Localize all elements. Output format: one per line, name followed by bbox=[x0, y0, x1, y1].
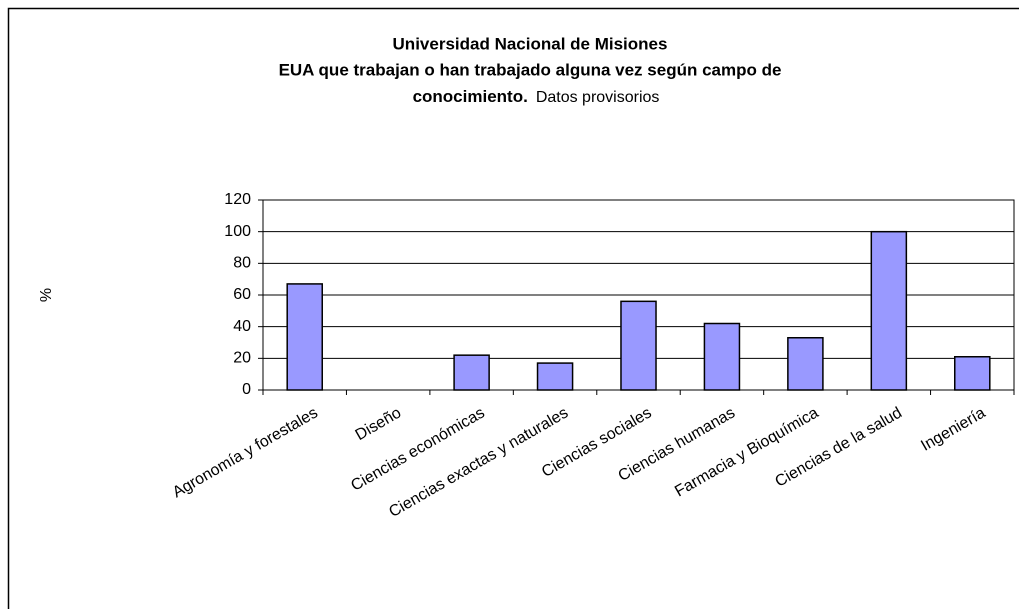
bar bbox=[870, 230, 908, 391]
chart-title-line: conocimiento. Datos provisorios bbox=[413, 87, 660, 106]
bar bbox=[620, 300, 657, 391]
bar bbox=[453, 354, 490, 391]
chart-subtitle: Datos provisorios bbox=[536, 89, 660, 106]
bar bbox=[787, 337, 824, 391]
x-tick-label: Ciencias económicas bbox=[348, 404, 487, 494]
chart-title: EUA que trabajan o han trabajado alguna … bbox=[279, 60, 782, 79]
x-tick-label: Diseño bbox=[353, 404, 405, 444]
x-tick-label: Agronomía y forestales bbox=[170, 404, 321, 501]
y-tick-label: 40 bbox=[233, 318, 251, 335]
y-axis-label: % bbox=[38, 288, 55, 302]
bar bbox=[286, 283, 323, 391]
x-tick-label: Farmacia y Bioquímica bbox=[672, 404, 822, 500]
chart-title: conocimiento. bbox=[413, 87, 528, 106]
bar bbox=[536, 362, 574, 391]
y-tick-label: 120 bbox=[224, 191, 251, 208]
chart-title: Universidad Nacional de Misiones bbox=[393, 34, 668, 53]
y-tick-label: 0 bbox=[242, 381, 251, 398]
y-tick-label: 80 bbox=[233, 255, 251, 272]
y-tick-label: 100 bbox=[224, 223, 251, 240]
bar bbox=[954, 356, 991, 391]
x-tick-label: Ingeniería bbox=[918, 404, 988, 454]
y-tick-label: 20 bbox=[233, 350, 251, 367]
chart-border bbox=[7, 7, 1019, 609]
y-tick-label: 60 bbox=[233, 286, 251, 303]
bar bbox=[703, 322, 741, 391]
